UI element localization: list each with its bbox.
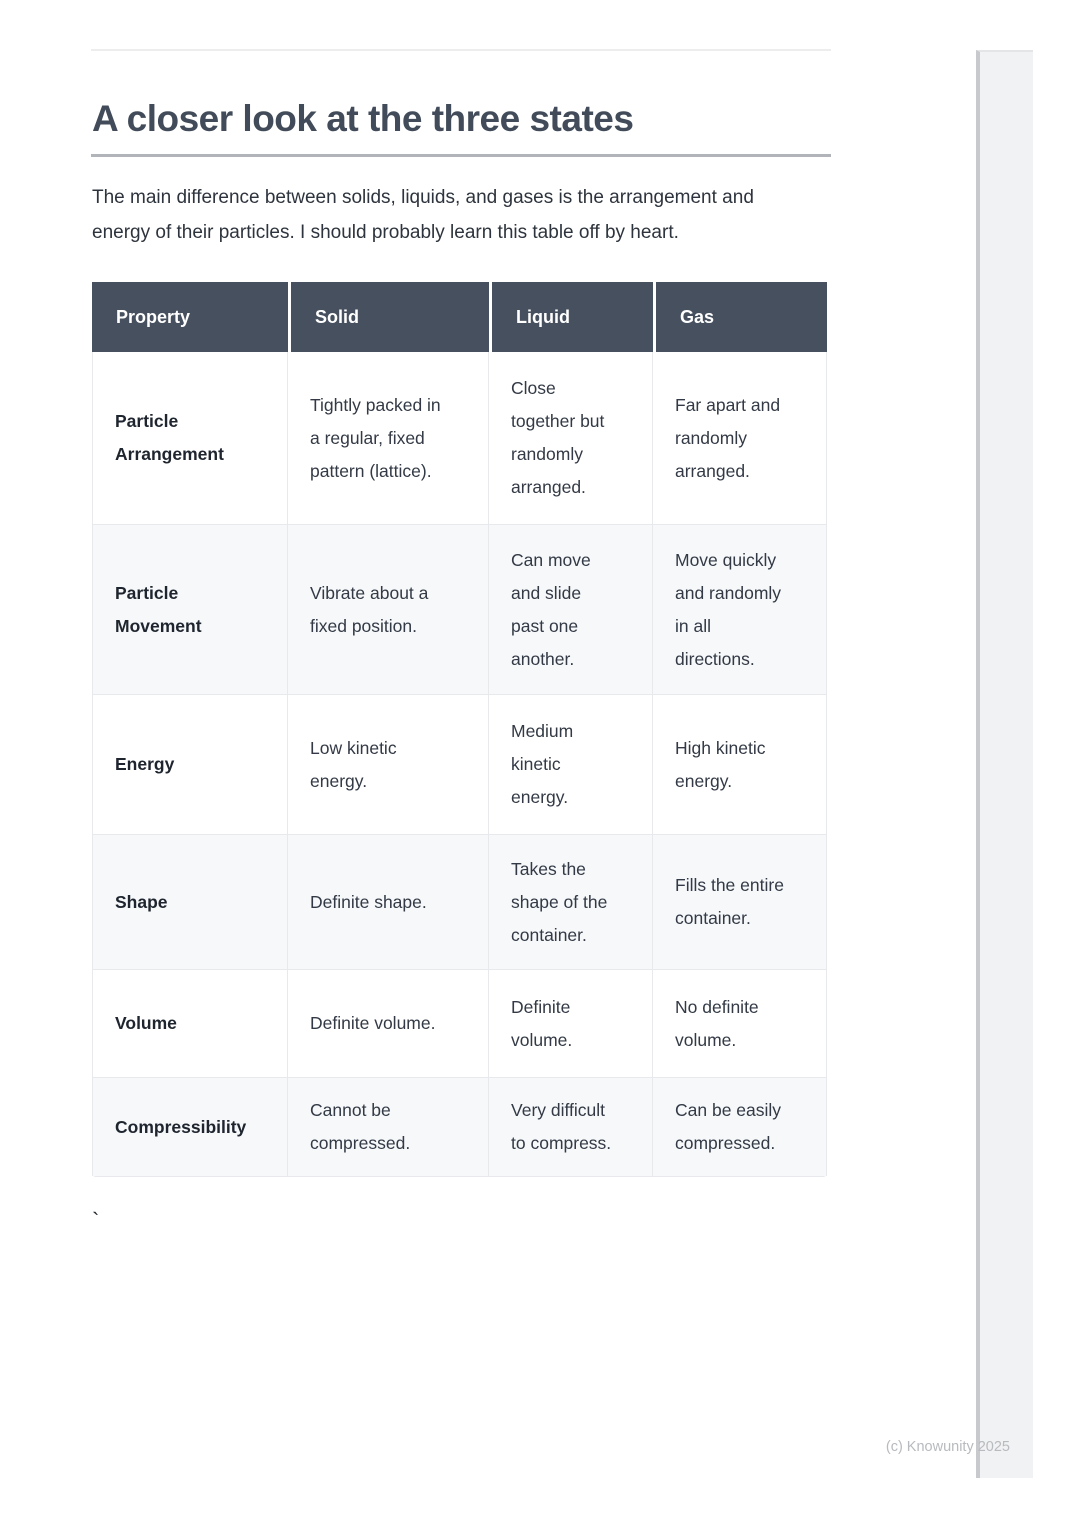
liquid-cell: Takes the shape of the container.: [489, 835, 653, 970]
property-cell: Particle Movement: [92, 525, 288, 695]
table-row: Shape Definite shape. Takes the shape of…: [92, 835, 827, 970]
solid-cell: Vibrate about a fixed position.: [288, 525, 489, 695]
gas-cell: Far apart and randomly arranged.: [653, 352, 827, 525]
gas-cell: Can be easily compressed.: [653, 1078, 827, 1176]
title-underline-rule: [91, 154, 831, 157]
table-row: Compressibility Cannot be compressed. Ve…: [92, 1078, 827, 1176]
gas-cell: Move quickly and randomly in all directi…: [653, 525, 827, 695]
liquid-cell: Medium kinetic energy.: [489, 695, 653, 835]
property-cell: Volume: [92, 970, 288, 1078]
column-header-liquid: Liquid: [489, 282, 653, 352]
property-cell: Particle Arrangement: [92, 352, 288, 525]
liquid-cell: Definite volume.: [489, 970, 653, 1078]
table-row: Particle Movement Vibrate about a fixed …: [92, 525, 827, 695]
gas-cell: High kinetic energy.: [653, 695, 827, 835]
gas-cell: No definite volume.: [653, 970, 827, 1078]
solid-cell: Tightly packed in a regular, fixed patte…: [288, 352, 489, 525]
table-row: Particle Arrangement Tightly packed in a…: [92, 352, 827, 525]
stray-backtick-character: `: [92, 1208, 100, 1233]
solid-cell: Definite shape.: [288, 835, 489, 970]
solid-cell: Low kinetic energy.: [288, 695, 489, 835]
column-header-property: Property: [92, 282, 288, 352]
column-header-gas: Gas: [653, 282, 827, 352]
property-cell: Energy: [92, 695, 288, 835]
table-header-row: Property Solid Liquid Gas: [92, 282, 827, 352]
property-cell: Compressibility: [92, 1078, 288, 1176]
liquid-cell: Very difficult to compress.: [489, 1078, 653, 1176]
property-cell: Shape: [92, 835, 288, 970]
gas-cell: Fills the entire container.: [653, 835, 827, 970]
next-page-edge-panel: [976, 50, 1033, 1478]
states-comparison-table: Property Solid Liquid Gas Particle Arran…: [92, 282, 827, 1177]
table-row: Volume Definite volume. Definite volume.…: [92, 970, 827, 1078]
liquid-cell: Can move and slide past one another.: [489, 525, 653, 695]
watermark: (c) Knowunity 2025: [885, 1439, 1010, 1455]
page-title: A closer look at the three states: [92, 98, 634, 139]
liquid-cell: Close together but randomly arranged.: [489, 352, 653, 525]
intro-paragraph: The main difference between solids, liqu…: [92, 187, 754, 243]
solid-cell: Cannot be compressed.: [288, 1078, 489, 1176]
solid-cell: Definite volume.: [288, 970, 489, 1078]
table-row: Energy Low kinetic energy. Medium kineti…: [92, 695, 827, 835]
column-header-solid: Solid: [288, 282, 489, 352]
top-divider: [91, 49, 831, 51]
